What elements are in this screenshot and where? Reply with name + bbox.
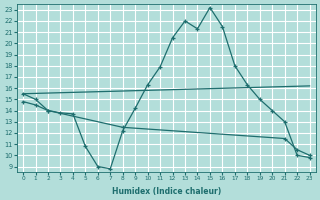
X-axis label: Humidex (Indice chaleur): Humidex (Indice chaleur) (112, 187, 221, 196)
